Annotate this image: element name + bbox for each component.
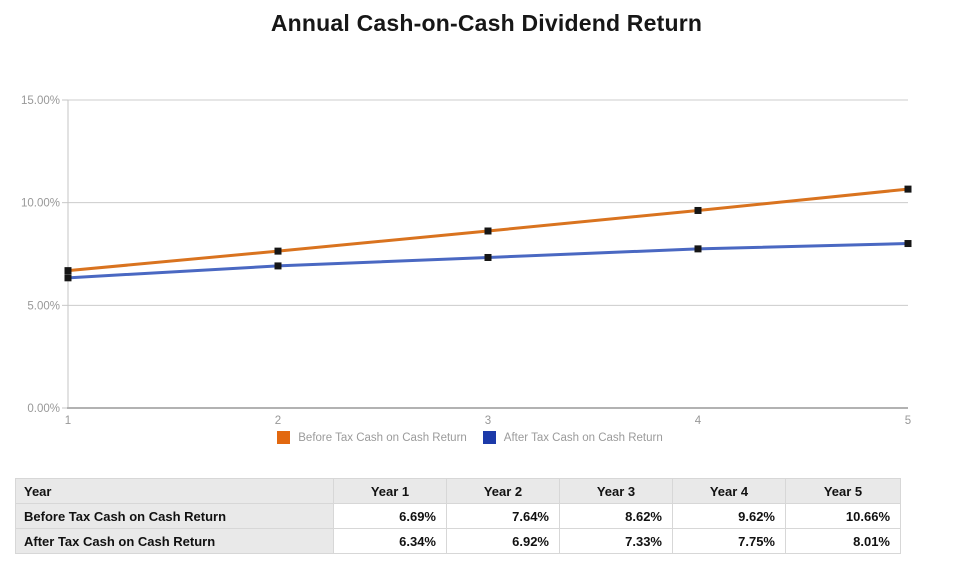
data-point-marker [274,247,282,255]
data-point-marker [484,253,492,261]
data-point-marker [484,227,492,235]
y-axis-label: 5.00% [27,300,60,312]
value-cell: 6.69% [333,503,447,529]
legend-label-before-tax: Before Tax Cash on Cash Return [298,431,467,444]
y-axis-label: 15.00% [21,95,60,107]
legend-label-after-tax: After Tax Cash on Cash Return [503,431,663,444]
value-cell: 8.62% [559,503,673,529]
row-label-cell: Before Tax Cash on Cash Return [15,503,334,529]
data-point-marker [64,274,72,282]
row-label-cell: After Tax Cash on Cash Return [15,528,334,554]
value-cell: 7.75% [672,528,786,554]
data-point-marker [274,262,282,270]
y-axis-label: 10.00% [21,198,60,210]
table-header-cell: Year 4 [672,478,786,504]
chart-legend: Before Tax Cash on Cash Return After Tax… [0,431,940,444]
x-axis-label: 3 [485,415,491,427]
value-cell: 9.62% [672,503,786,529]
data-point-marker [694,206,702,214]
legend-item-before-tax: Before Tax Cash on Cash Return [277,431,467,444]
line-chart: 0.00% 5.00% 10.00% 15.00% 1 2 3 4 5 [21,95,912,427]
table-header-row: Year Year 1 Year 2 Year 3 Year 4 Year 5 [15,478,901,504]
data-table: Year Year 1 Year 2 Year 3 Year 4 Year 5 Befor… [15,478,901,554]
table-row: Before Tax Cash on Cash Return 6.69% 7.64%… [15,503,901,529]
table-header-cell: Year [15,478,334,504]
table-header-cell: Year 3 [559,478,673,504]
data-point-marker [904,240,912,248]
x-axis-label: 1 [65,415,71,427]
value-cell: 10.66% [785,503,901,529]
x-axis-label: 4 [695,415,702,427]
data-table-head: Year Year 1 Year 2 Year 3 Year 4 Year 5 [15,478,901,504]
table-header-cell: Year 5 [785,478,901,504]
chart-title: Annual Cash-on-Cash Dividend Return [270,10,703,36]
value-cell: 8.01% [785,528,901,554]
legend-swatch-after-tax-icon [482,431,496,444]
data-point-marker [694,245,702,253]
data-point-marker [64,267,72,275]
value-cell: 6.34% [333,528,447,554]
y-axis-label: 0.00% [27,403,60,415]
legend-swatch-before-tax-icon [277,431,291,444]
x-axis-label: 2 [275,415,281,427]
x-axis-label: 5 [905,415,911,427]
data-table-body: Before Tax Cash on Cash Return 6.69% 7.64%… [15,503,901,554]
legend-item-after-tax: After Tax Cash on Cash Return [482,431,663,444]
table-header-cell: Year 1 [333,478,447,504]
table-row: After Tax Cash on Cash Return 6.34% 6.92% 7… [15,528,901,554]
table-header-cell: Year 2 [446,478,560,504]
value-cell: 7.64% [446,503,560,529]
value-cell: 7.33% [559,528,673,554]
data-point-marker [904,185,912,193]
value-cell: 6.92% [446,528,560,554]
